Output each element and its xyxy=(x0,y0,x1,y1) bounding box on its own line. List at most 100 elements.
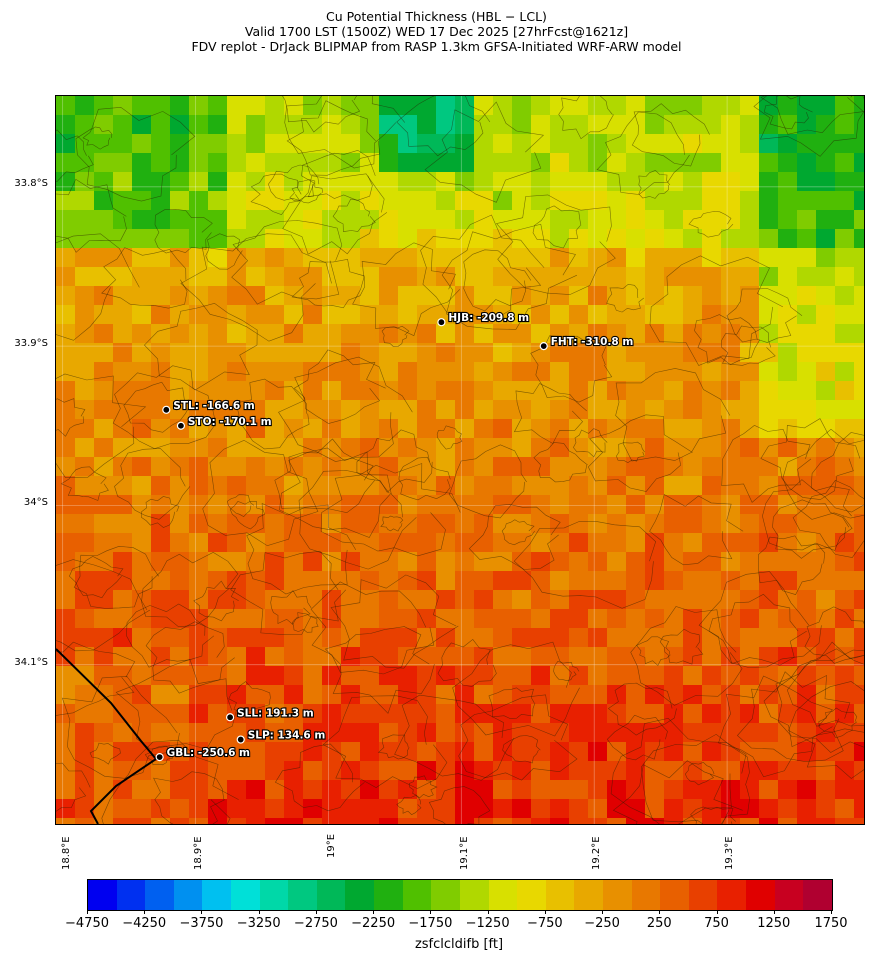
field-cell xyxy=(702,96,722,116)
field-cell xyxy=(341,267,361,287)
field-cell xyxy=(531,780,551,800)
field-cell xyxy=(816,400,836,420)
field-cell xyxy=(531,590,551,610)
field-cell xyxy=(455,590,475,610)
terrain-contour xyxy=(760,96,864,135)
field-cell xyxy=(189,571,209,591)
field-cell xyxy=(246,628,266,648)
field-cell xyxy=(379,780,399,800)
field-cell xyxy=(170,628,190,648)
field-cell xyxy=(227,514,247,534)
field-cell xyxy=(360,818,380,824)
field-cell xyxy=(512,286,532,306)
field-cell xyxy=(550,780,570,800)
station-marker-slp[interactable]: SLP: 134.6 m xyxy=(236,728,326,744)
field-cell xyxy=(189,400,209,420)
terrain-contour xyxy=(763,648,864,748)
station-marker-fht[interactable]: FHT: -310.8 m xyxy=(539,335,634,351)
field-cell xyxy=(417,609,437,629)
field-cell xyxy=(531,210,551,230)
field-cell xyxy=(284,476,304,496)
field-cell xyxy=(398,476,418,496)
field-cell xyxy=(189,476,209,496)
field-cell xyxy=(341,286,361,306)
field-cell xyxy=(398,153,418,173)
field-cell xyxy=(208,514,228,534)
terrain-contour xyxy=(788,681,864,779)
field-cell xyxy=(113,780,133,800)
station-marker-gbl[interactable]: GBL: -250.6 m xyxy=(155,746,251,762)
field-cell xyxy=(322,476,342,496)
field-cell xyxy=(208,647,228,667)
field-cell xyxy=(170,362,190,382)
field-cell xyxy=(246,153,266,173)
field-cell xyxy=(607,723,627,743)
field-cell xyxy=(740,818,760,824)
field-cell xyxy=(512,495,532,515)
field-cell xyxy=(835,799,855,819)
field-cell xyxy=(816,571,836,591)
station-marker-sto[interactable]: STO: -170.1 m xyxy=(176,415,273,430)
station-marker-hjb[interactable]: HJB: -209.8 m xyxy=(437,311,530,327)
field-cell xyxy=(474,514,494,534)
station-marker-sll[interactable]: SLL: 191.3 m xyxy=(225,706,315,722)
field-cell xyxy=(208,324,228,344)
field-cell xyxy=(474,267,494,287)
field-cell xyxy=(531,666,551,686)
field-cell xyxy=(322,172,342,192)
field-cell xyxy=(151,609,171,629)
field-cell xyxy=(740,628,760,648)
terrain-contour xyxy=(320,463,461,557)
terrain-contour xyxy=(698,571,822,668)
terrain-contour xyxy=(398,456,451,501)
field-cell xyxy=(151,647,171,667)
field-cell xyxy=(265,248,285,268)
field-cell xyxy=(322,438,342,458)
field-cell xyxy=(797,400,817,420)
field-cell xyxy=(341,609,361,629)
field-cell xyxy=(531,134,551,154)
field-cell xyxy=(474,647,494,667)
field-cell xyxy=(113,305,133,325)
field-cell xyxy=(550,267,570,287)
field-cell xyxy=(493,685,513,705)
field-cell xyxy=(189,324,209,344)
field-cell xyxy=(303,780,323,800)
field-cell xyxy=(284,571,304,591)
terrain-contour xyxy=(330,574,459,669)
field-cell xyxy=(474,571,494,591)
field-cell xyxy=(512,267,532,287)
field-cell xyxy=(854,476,864,496)
station-marker-stl[interactable]: STL: -166.6 m xyxy=(162,399,256,414)
field-cell xyxy=(607,761,627,781)
terrain-contour xyxy=(615,368,731,462)
field-cell xyxy=(721,628,741,648)
field-cell xyxy=(265,685,285,705)
field-cell xyxy=(645,704,665,724)
field-cell xyxy=(816,419,836,439)
field-cell xyxy=(94,457,114,477)
field-cell xyxy=(664,704,684,724)
field-cell xyxy=(303,533,323,553)
field-cell xyxy=(56,628,76,648)
field-cell xyxy=(56,647,76,667)
field-cell xyxy=(113,609,133,629)
field-cell xyxy=(284,267,304,287)
terrain-contour xyxy=(205,233,243,270)
field-cell xyxy=(360,590,380,610)
field-cell xyxy=(835,666,855,686)
terrain-contour xyxy=(437,638,497,687)
field-cell xyxy=(303,153,323,173)
field-cell xyxy=(94,115,114,135)
field-cell xyxy=(797,96,817,116)
field-cell xyxy=(360,723,380,743)
field-cell xyxy=(531,552,551,572)
field-cell xyxy=(246,495,266,515)
field-cell xyxy=(607,324,627,344)
field-cell xyxy=(645,495,665,515)
field-cell xyxy=(683,96,703,116)
field-cell xyxy=(113,552,133,572)
field-cell xyxy=(512,628,532,648)
field-cell xyxy=(94,438,114,458)
